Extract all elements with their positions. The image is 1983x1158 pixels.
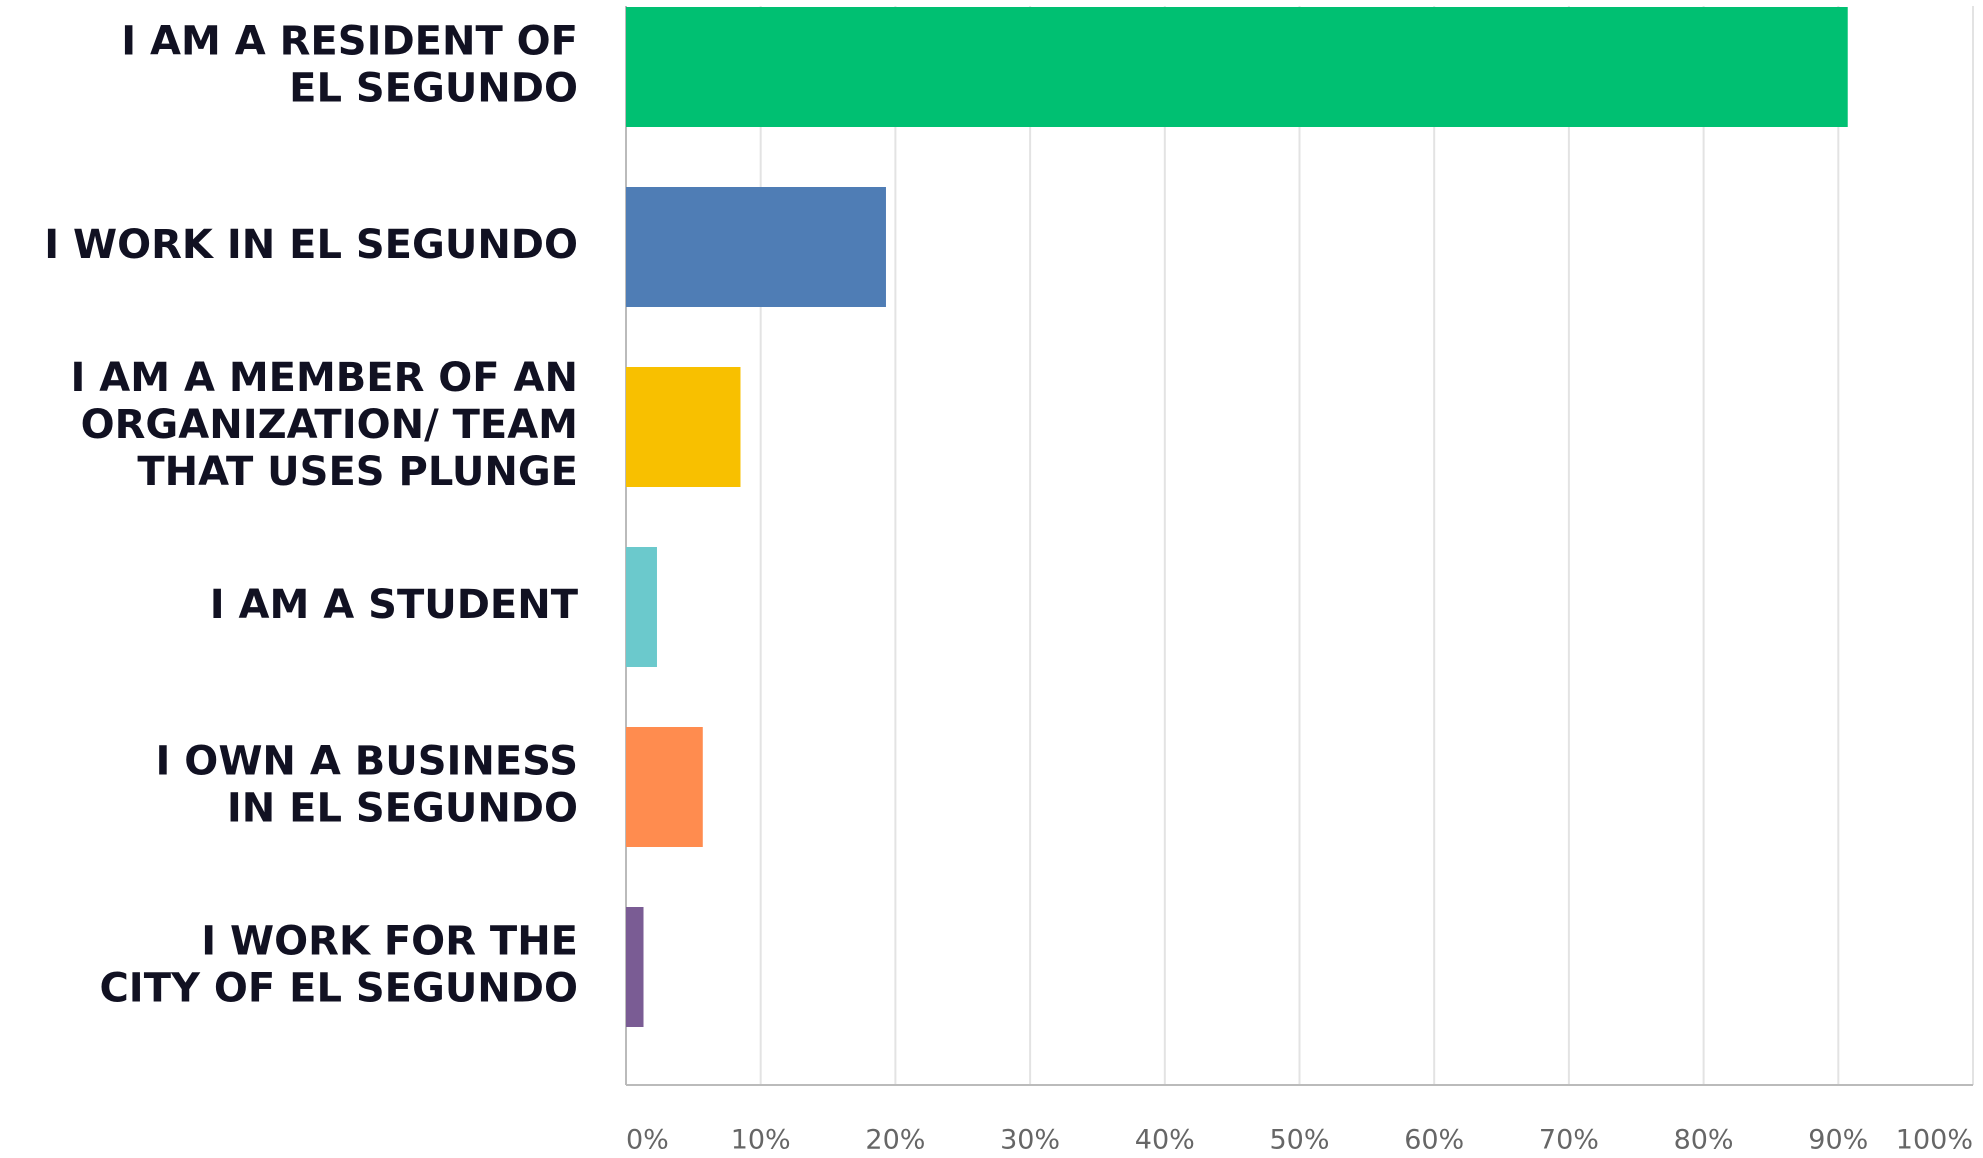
x-tick-label: 50% — [1269, 1125, 1329, 1156]
bar — [626, 367, 741, 487]
x-tick-label: 100% — [1896, 1125, 1973, 1156]
category-label: I AM A RESIDENT OF — [121, 19, 578, 65]
x-tick-label: 10% — [731, 1125, 791, 1156]
x-tick-label: 30% — [1000, 1125, 1060, 1156]
x-tick-label: 40% — [1135, 1125, 1195, 1156]
category-label: THAT USES PLUNGE — [137, 449, 578, 495]
x-tick-label: 80% — [1674, 1125, 1734, 1156]
x-tick-label: 60% — [1404, 1125, 1464, 1156]
x-tick-label: 90% — [1808, 1125, 1868, 1156]
category-label: I AM A MEMBER OF AN — [70, 355, 578, 401]
bar — [626, 907, 644, 1027]
bar — [626, 187, 886, 307]
bar — [626, 7, 1848, 127]
category-label: EL SEGUNDO — [289, 66, 578, 112]
x-tick-label: 0% — [626, 1125, 669, 1156]
bar — [626, 727, 703, 847]
category-label: I WORK IN EL SEGUNDO — [44, 222, 578, 268]
x-tick-label: 70% — [1539, 1125, 1599, 1156]
category-label: CITY OF EL SEGUNDO — [99, 966, 578, 1012]
x-tick-label: 20% — [865, 1125, 925, 1156]
bar — [626, 547, 657, 667]
category-label: I OWN A BUSINESS — [156, 739, 579, 785]
category-label: IN EL SEGUNDO — [227, 786, 578, 832]
category-label: I AM A STUDENT — [210, 582, 579, 628]
category-label: I WORK FOR THE — [201, 919, 578, 965]
category-label: ORGANIZATION/ TEAM — [81, 402, 578, 448]
